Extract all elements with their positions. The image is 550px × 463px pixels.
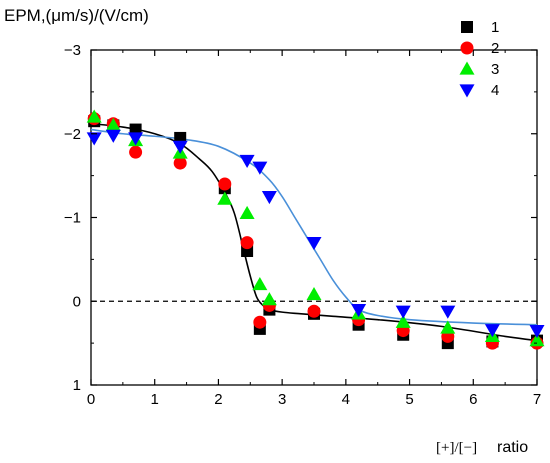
x-axis-label-word: ratio [497, 439, 528, 456]
x-tick-label-1: 1 [151, 391, 159, 408]
x-tick-label-6: 6 [469, 391, 477, 408]
legend: 1 2 3 4 [459, 19, 499, 99]
series-1-point-6 [253, 322, 266, 335]
series-4-point-4 [239, 154, 255, 169]
series-3-point-13 [529, 333, 545, 347]
legend-marker-1 [461, 21, 473, 33]
axes [90, 49, 538, 386]
series-3-point-0 [86, 109, 102, 123]
series-2-point-3 [173, 156, 187, 170]
series-4-point-10 [440, 305, 456, 319]
series-4-point-1 [105, 129, 121, 143]
series-4-point-8 [351, 304, 367, 318]
series-4-point-3 [172, 140, 188, 154]
legend-label-4: 4 [491, 82, 499, 99]
legend-label-3: 3 [491, 61, 499, 78]
x-tick-label-7: 7 [533, 391, 541, 408]
data-points [86, 109, 545, 350]
y-tick-label-0: 1 [73, 377, 81, 394]
series-3-point-11 [440, 320, 456, 334]
series-3-point-8 [306, 287, 322, 301]
series-4-point-11 [484, 324, 500, 338]
x-axis-label-bracket: [+]/[−] [436, 440, 477, 456]
x-tick-label-5: 5 [405, 391, 413, 408]
series-3-point-7 [261, 292, 277, 306]
legend-marker-3 [459, 61, 475, 75]
series-3-point-6 [252, 277, 268, 291]
series-2-point-2 [129, 145, 143, 159]
series-3-point-5 [239, 205, 255, 219]
x-tick-label-2: 2 [214, 391, 222, 408]
y-tick-label-4: −3 [64, 42, 81, 59]
series-4-point-2 [128, 132, 144, 146]
series-2-point-6 [253, 315, 267, 329]
y-tick-label-3: −2 [64, 126, 81, 143]
y-tick-label-2: −1 [64, 210, 81, 227]
x-tick-label-3: 3 [278, 391, 286, 408]
y-axis-label: EPM,(μm/s)/(V/cm) [4, 6, 149, 25]
y-tick-label-1: 0 [73, 293, 81, 310]
series-4-point-9 [395, 305, 411, 319]
series-4-point-5 [252, 161, 268, 175]
series-4-point-7 [306, 237, 322, 251]
series-4-point-6 [261, 190, 277, 205]
x-tick-label-0: 0 [87, 391, 95, 408]
x-tick-label-4: 4 [342, 391, 350, 408]
legend-marker-4 [459, 84, 475, 98]
series-4-point-0 [86, 132, 102, 146]
legend-label-2: 2 [491, 40, 499, 57]
legend-marker-2 [460, 41, 474, 55]
series-2-point-5 [240, 236, 254, 250]
plot-frame [90, 49, 538, 386]
series-3-point-4 [217, 191, 233, 205]
series-3-point-1 [105, 117, 121, 131]
series-2-point-8 [307, 304, 321, 318]
series-2-point-4 [218, 177, 232, 191]
axis-ticks: 0 1 2 3 4 5 6 710−1−2−3 [64, 42, 541, 408]
series-3-point-10 [395, 314, 411, 328]
legend-label-1: 1 [491, 19, 499, 36]
series-4-point-12 [529, 324, 545, 339]
